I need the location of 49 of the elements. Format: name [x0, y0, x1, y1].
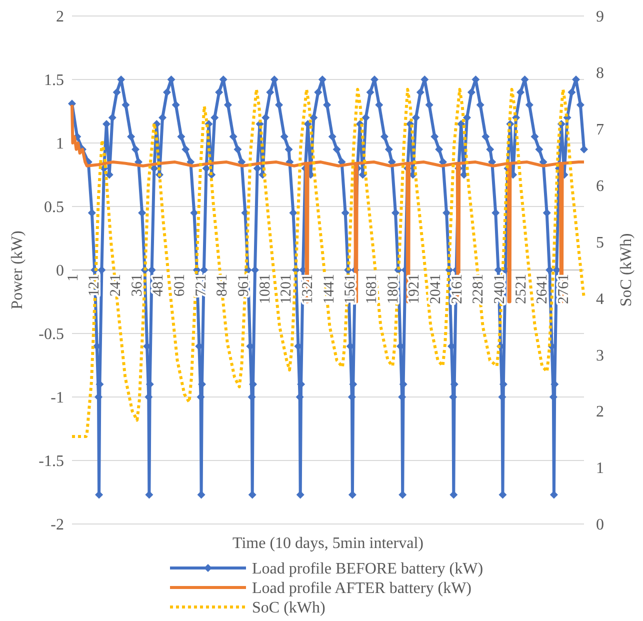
x-tick-label: 1441	[321, 274, 338, 304]
x-tick-label: 481	[150, 274, 167, 296]
x-tick-label: 1	[65, 274, 82, 282]
y2-tick-label: 3	[596, 347, 604, 364]
y2-tick-label: 5	[596, 234, 604, 252]
x-tick-label: 961	[236, 274, 252, 296]
x-tick-label: 2521	[513, 274, 530, 304]
x-tick-label: 841	[214, 274, 231, 296]
x-tick-label: 1561	[342, 274, 359, 304]
x-tick-label: 1681	[364, 274, 380, 304]
legend-label: Load profile AFTER battery (kW)	[252, 580, 472, 598]
y-tick-label: -0.5	[38, 326, 64, 344]
y-tick-label: 1.5	[44, 72, 64, 90]
x-tick-label: 1201	[278, 274, 295, 304]
y2-tick-label: 8	[596, 65, 604, 82]
x-tick-label: 601	[172, 274, 188, 296]
y-tick-label: 2	[56, 8, 64, 26]
x-tick-label: 2401	[492, 274, 508, 304]
x-tick-label: 1321	[300, 274, 316, 304]
x-tick-label: 1801	[385, 274, 402, 304]
x-tick-label: 2041	[428, 274, 444, 304]
x-axis-title: Time (10 days, 5min interval)	[232, 535, 424, 552]
y-tick-label: 0	[56, 262, 64, 280]
y2-tick-label: 6	[596, 178, 604, 195]
x-tick-label: 1921	[406, 274, 423, 304]
x-tick-label: 121	[86, 274, 103, 296]
y-tick-label: -1.5	[38, 453, 64, 470]
x-tick-label: 2161	[449, 274, 466, 304]
y-axis-title: Power (kW)	[9, 230, 26, 310]
y2-tick-label: 0	[596, 516, 604, 534]
y2-tick-label: 4	[596, 290, 604, 308]
y2-tick-label: 2	[596, 404, 604, 421]
y2-tick-label: 7	[596, 121, 604, 138]
x-tick-label: 241	[108, 274, 124, 296]
x-tick-label: 2761	[556, 274, 572, 304]
y-tick-label: 1	[56, 136, 64, 153]
x-tick-label: 2641	[534, 274, 551, 304]
x-tick-label: 361	[129, 274, 146, 296]
x-tick-label: 1081	[257, 274, 274, 304]
x-tick-label: 2281	[470, 274, 487, 304]
y2-tick-label: 9	[596, 8, 604, 26]
x-tick-label: 721	[193, 274, 210, 296]
y-tick-label: -1	[50, 390, 64, 407]
y-tick-label: -2	[50, 516, 64, 534]
y2-axis-title: SoC (kWh)	[618, 233, 635, 307]
legend-label: Load profile BEFORE battery (kW)	[252, 560, 484, 578]
legend-label: SoC (kWh)	[252, 600, 326, 617]
y2-tick-label: 1	[596, 460, 604, 478]
y-tick-label: 0.5	[44, 199, 64, 216]
